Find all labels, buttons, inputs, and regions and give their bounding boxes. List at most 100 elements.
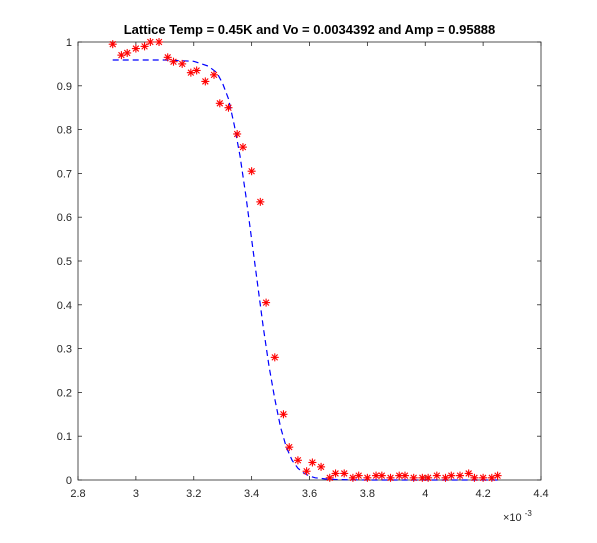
y-tick-label: 1 — [66, 37, 72, 49]
data-point — [317, 462, 326, 471]
y-tick-label: 0.6 — [57, 212, 72, 224]
data-point — [262, 298, 271, 307]
data-point — [123, 48, 132, 57]
data-point — [302, 467, 311, 476]
data-point — [354, 471, 363, 480]
x-tick-label: 4.2 — [475, 488, 490, 500]
star-stroke — [262, 299, 270, 306]
star-stroke — [155, 38, 163, 46]
star-stroke — [280, 411, 287, 418]
data-point — [140, 42, 149, 51]
star-stroke — [372, 472, 380, 479]
star-stroke — [494, 472, 501, 479]
star-stroke — [433, 472, 441, 479]
star-stroke — [248, 167, 255, 175]
star-stroke — [141, 43, 148, 50]
y-tick-label: 0.3 — [57, 344, 72, 356]
star-stroke — [147, 38, 154, 46]
data-point — [441, 473, 450, 482]
data-point — [340, 469, 349, 478]
data-point — [192, 66, 201, 75]
plot-area — [77, 41, 542, 481]
data-point — [455, 471, 464, 480]
y-tick-label: 0.7 — [57, 168, 72, 180]
star-stroke — [410, 474, 417, 482]
y-tick-label: 0.8 — [57, 125, 72, 137]
x-tick-label: 4.4 — [533, 488, 548, 500]
data-point — [279, 410, 288, 419]
data-point — [247, 167, 256, 176]
star-stroke — [448, 472, 455, 479]
data-point — [432, 471, 441, 480]
fit-curve-line — [112, 59, 498, 481]
star-stroke — [395, 472, 403, 479]
star-stroke — [225, 104, 232, 111]
x-tick-label: 3.2 — [186, 488, 201, 500]
y-tick-label: 0.1 — [57, 431, 72, 443]
star-stroke — [471, 474, 478, 482]
star-stroke — [424, 474, 432, 482]
y-tick-label: 0.4 — [57, 300, 72, 312]
data-point — [201, 77, 210, 86]
data-point — [487, 473, 496, 482]
data-point — [233, 129, 242, 138]
star-stroke — [364, 474, 371, 482]
data-point — [464, 469, 473, 478]
star-stroke — [355, 472, 362, 479]
data-point — [256, 197, 265, 206]
data-point — [447, 471, 456, 480]
x-exponent-base: ×10 — [503, 512, 522, 524]
star-stroke — [193, 67, 200, 74]
data-point — [270, 353, 279, 362]
x-tick-label: 3.6 — [302, 488, 317, 500]
data-point — [493, 471, 502, 480]
star-stroke — [202, 78, 209, 85]
data-point — [131, 44, 140, 53]
star-stroke — [317, 463, 325, 471]
data-point — [210, 70, 219, 79]
data-point — [293, 456, 302, 465]
data-point — [377, 471, 386, 480]
star-stroke — [164, 54, 171, 61]
data-point — [117, 51, 126, 60]
data-points — [108, 38, 502, 482]
x-tick-label: 3 — [133, 488, 139, 500]
data-point — [479, 473, 488, 482]
data-point — [108, 40, 117, 49]
data-point — [424, 473, 433, 482]
x-tick-label: 3.8 — [360, 488, 375, 500]
star-stroke — [257, 198, 264, 206]
star-stroke — [123, 49, 131, 57]
y-tick-label: 0.2 — [57, 387, 72, 399]
star-stroke — [309, 459, 316, 466]
data-point — [285, 443, 294, 452]
data-point — [386, 473, 395, 482]
data-point — [238, 143, 247, 152]
star-stroke — [465, 470, 472, 477]
star-stroke — [170, 58, 177, 65]
x-tick-label: 3.4 — [244, 488, 259, 500]
data-point — [331, 469, 340, 478]
star-stroke — [303, 467, 310, 475]
chart-title: Lattice Temp = 0.45K and Vo = 0.0034392 … — [124, 22, 496, 37]
x-axis: 2.8 3 3.2 3.4 3.6 3.8 4 4.2 4.4 — [70, 42, 549, 500]
data-point — [400, 471, 409, 480]
star-stroke — [233, 130, 241, 138]
star-stroke — [332, 470, 339, 477]
star-stroke — [378, 472, 386, 479]
star-stroke — [419, 474, 426, 482]
x-exponent-label: ×10 -3 — [503, 509, 532, 524]
star-stroke — [387, 474, 394, 482]
data-point — [163, 53, 172, 62]
data-point — [155, 38, 164, 46]
x-exponent-power: -3 — [525, 509, 533, 518]
star-stroke — [178, 60, 186, 68]
data-point — [169, 57, 178, 66]
data-point — [325, 473, 334, 482]
y-tick-label: 0.5 — [57, 256, 72, 268]
y-axis: 0 0.1 0.2 0.3 0.4 0.5 0.6 0.7 0.8 0.9 1 — [57, 37, 541, 487]
star-stroke — [210, 71, 218, 79]
star-stroke — [216, 100, 224, 107]
